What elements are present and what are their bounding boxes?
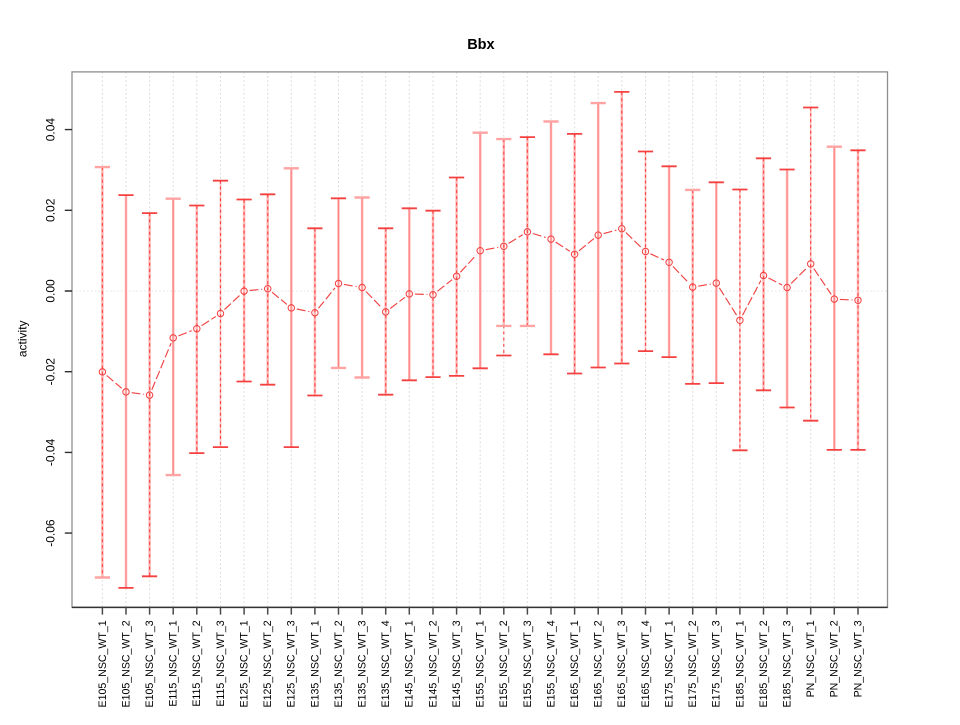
svg-text:E105_NSC_WT_1: E105_NSC_WT_1	[97, 620, 109, 707]
svg-text:E115_NSC_WT_1: E115_NSC_WT_1	[168, 620, 180, 706]
svg-text:-0.04: -0.04	[44, 438, 58, 466]
svg-text:E185_NSC_WT_3: E185_NSC_WT_3	[782, 620, 794, 707]
svg-text:PN_NSC_WT_2: PN_NSC_WT_2	[829, 620, 841, 697]
svg-text:E125_NSC_WT_2: E125_NSC_WT_2	[262, 620, 274, 707]
svg-text:E155_NSC_WT_2: E155_NSC_WT_2	[498, 620, 510, 707]
svg-text:E155_NSC_WT_4: E155_NSC_WT_4	[545, 620, 557, 707]
svg-text:E135_NSC_WT_1: E135_NSC_WT_1	[309, 620, 321, 707]
svg-text:PN_NSC_WT_1: PN_NSC_WT_1	[805, 620, 817, 697]
svg-text:E125_NSC_WT_3: E125_NSC_WT_3	[286, 620, 298, 707]
svg-text:E145_NSC_WT_1: E145_NSC_WT_1	[404, 620, 416, 707]
svg-text:0.02: 0.02	[44, 198, 58, 222]
svg-text:E135_NSC_WT_3: E135_NSC_WT_3	[357, 620, 369, 707]
svg-text:E165_NSC_WT_2: E165_NSC_WT_2	[593, 620, 605, 707]
svg-text:E115_NSC_WT_3: E115_NSC_WT_3	[215, 620, 227, 706]
svg-text:Bbx: Bbx	[467, 37, 494, 53]
svg-text:E185_NSC_WT_2: E185_NSC_WT_2	[758, 620, 770, 707]
svg-text:E145_NSC_WT_3: E145_NSC_WT_3	[451, 620, 463, 707]
svg-text:E155_NSC_WT_1: E155_NSC_WT_1	[475, 620, 487, 707]
svg-text:E145_NSC_WT_2: E145_NSC_WT_2	[427, 620, 439, 707]
svg-text:E135_NSC_WT_2: E135_NSC_WT_2	[333, 620, 345, 707]
svg-text:E125_NSC_WT_1: E125_NSC_WT_1	[239, 620, 251, 707]
svg-text:E135_NSC_WT_4: E135_NSC_WT_4	[380, 620, 392, 707]
svg-text:E175_NSC_WT_3: E175_NSC_WT_3	[711, 620, 723, 707]
svg-text:E175_NSC_WT_1: E175_NSC_WT_1	[664, 620, 676, 707]
svg-text:E165_NSC_WT_4: E165_NSC_WT_4	[640, 620, 652, 707]
svg-text:0.00: 0.00	[44, 279, 58, 303]
svg-text:activity: activity	[15, 320, 29, 357]
svg-text:E165_NSC_WT_1: E165_NSC_WT_1	[569, 620, 581, 707]
svg-text:-0.06: -0.06	[44, 519, 58, 547]
svg-text:E155_NSC_WT_3: E155_NSC_WT_3	[522, 620, 534, 707]
svg-text:E105_NSC_WT_2: E105_NSC_WT_2	[120, 620, 132, 707]
svg-text:E165_NSC_WT_3: E165_NSC_WT_3	[616, 620, 628, 707]
svg-text:-0.02: -0.02	[44, 358, 58, 386]
svg-text:E175_NSC_WT_2: E175_NSC_WT_2	[687, 620, 699, 707]
svg-text:0.04: 0.04	[44, 118, 58, 142]
svg-text:E185_NSC_WT_1: E185_NSC_WT_1	[734, 620, 746, 707]
svg-text:E105_NSC_WT_3: E105_NSC_WT_3	[144, 620, 156, 707]
svg-text:E115_NSC_WT_2: E115_NSC_WT_2	[191, 620, 203, 706]
svg-text:PN_NSC_WT_3: PN_NSC_WT_3	[852, 620, 864, 697]
